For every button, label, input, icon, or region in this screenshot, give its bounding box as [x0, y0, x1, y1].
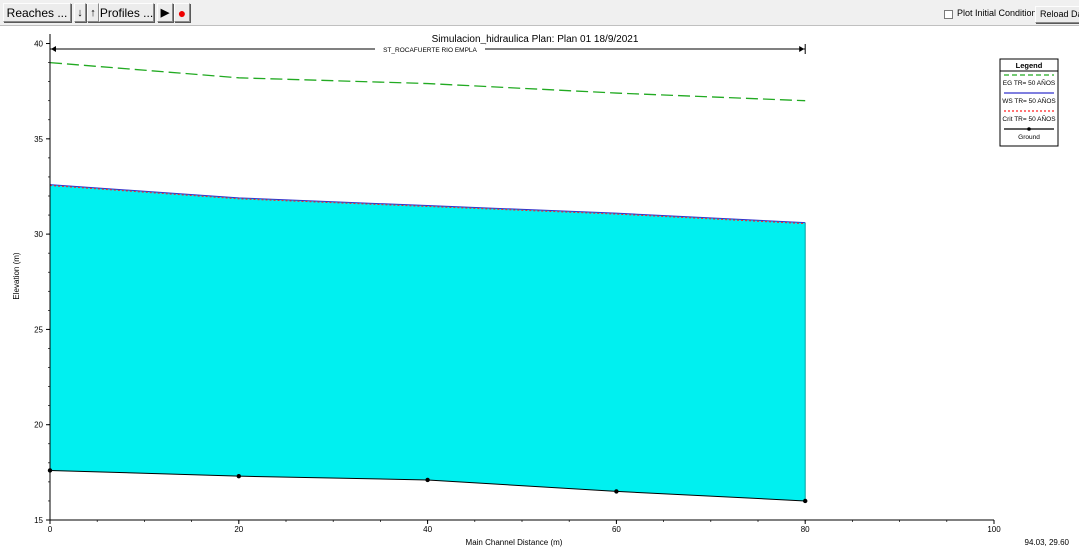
ground-point — [236, 473, 241, 479]
reload-data-button[interactable]: Reload Data — [1035, 6, 1079, 23]
y-tick-label: 20 — [34, 421, 43, 430]
record-icon[interactable]: ● — [174, 3, 190, 22]
legend-ws-label: WS TR= 50 AÑOS — [1002, 96, 1056, 105]
legend-ground-label: Ground — [1018, 134, 1040, 141]
ground-point — [425, 477, 430, 483]
cursor-coordinates: 94.03, 29.60 — [1024, 538, 1069, 547]
x-tick-label: 20 — [234, 525, 243, 534]
legend-box — [999, 58, 1059, 147]
reach-label: ST_ROCAFUERTE RIO EMPLA — [383, 47, 477, 54]
y-tick-label: 25 — [34, 325, 43, 334]
play-icon[interactable]: ▶ — [157, 3, 173, 22]
legend-title: Legend — [1016, 61, 1043, 70]
plot-initial-conditions-checkbox[interactable] — [944, 10, 953, 19]
legend-crit-label: Crit TR= 50 AÑOS — [1002, 114, 1056, 123]
reaches-button[interactable]: Reaches ... — [3, 3, 71, 22]
down-arrow-icon[interactable]: ↓ — [74, 3, 86, 22]
reach-right-arrow — [799, 46, 805, 52]
water-area — [50, 184, 806, 501]
x-tick-label: 60 — [612, 525, 621, 534]
plot-initial-conditions-label: Plot Initial Conditions — [957, 8, 1042, 18]
x-tick-label: 40 — [423, 525, 432, 534]
x-tick-label: 100 — [987, 525, 1001, 534]
toolbar-separator — [0, 25, 1079, 26]
reach-label-bg — [375, 44, 485, 53]
legend-eg-label: EG TR= 50 AÑOS — [1003, 78, 1056, 87]
y-axis-label: Elevation (m) — [12, 252, 21, 299]
ground-point — [614, 489, 619, 494]
up-arrow-icon[interactable]: ↑ — [87, 3, 99, 22]
toolbar: Reaches ... ↓ ↑ Profiles ... ▶ ● Plot In… — [0, 0, 1079, 26]
y-tick-label: 40 — [34, 40, 43, 49]
profiles-button[interactable]: Profiles ... — [99, 3, 154, 22]
x-tick-label: 80 — [801, 525, 810, 534]
x-axis-label: Main Channel Distance (m) — [466, 538, 563, 547]
y-tick-label: 15 — [34, 516, 43, 525]
ground-point — [803, 498, 808, 504]
profile-chart[interactable]: Simulacion_hidraulica Plan: Plan 01 18/9… — [0, 26, 1079, 554]
chart-title: Simulacion_hidraulica Plan: Plan 01 18/9… — [432, 34, 639, 45]
y-tick-label: 35 — [34, 135, 43, 144]
y-tick-label: 30 — [34, 230, 43, 239]
eg-line — [49, 61, 806, 102]
ws-line — [49, 184, 806, 224]
legend-ground-marker — [1027, 127, 1031, 131]
reach-left-arrow — [51, 46, 56, 52]
x-tick-label: 0 — [48, 525, 53, 534]
